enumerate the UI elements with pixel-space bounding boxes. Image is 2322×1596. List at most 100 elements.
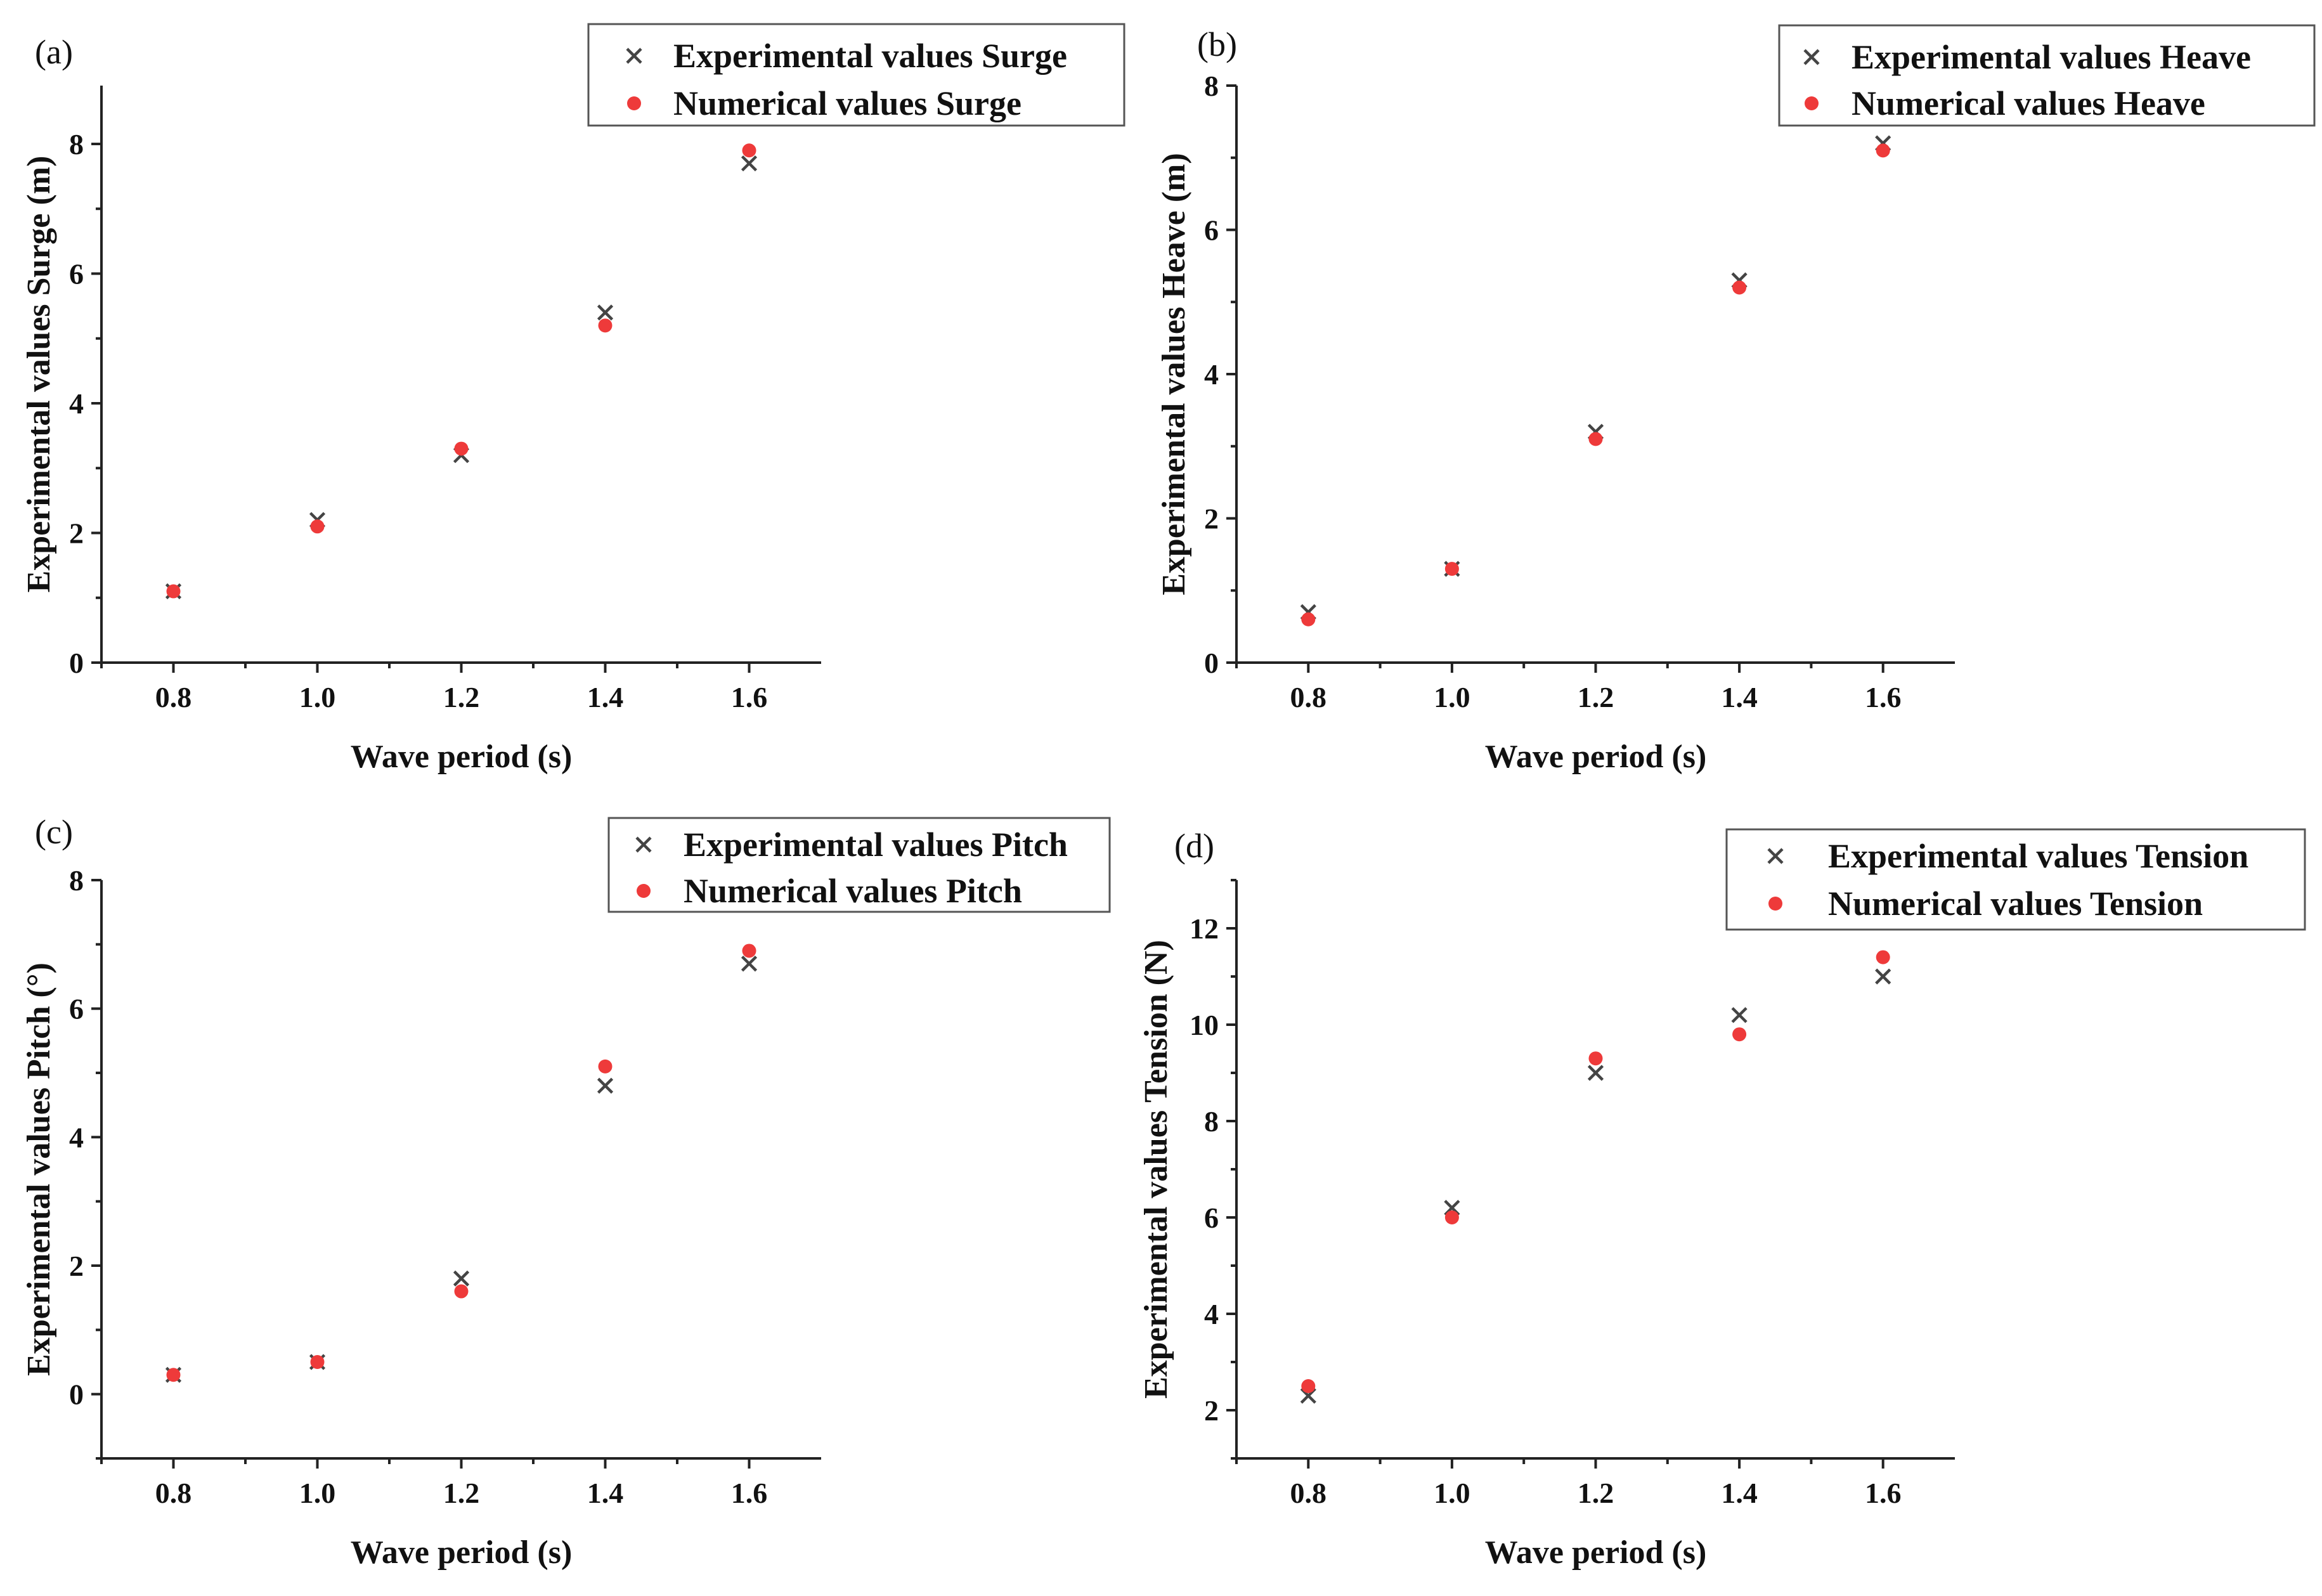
x-tick-label: 1.6	[1865, 681, 1902, 713]
numerical-point	[742, 944, 756, 958]
y-tick-label: 6	[1204, 214, 1219, 247]
experimental-point	[741, 956, 758, 972]
x-tick-label: 1.6	[1865, 1477, 1902, 1509]
y-tick-label: 10	[1190, 1009, 1219, 1041]
legend-numerical-label: Numerical values Heave	[1852, 84, 2205, 122]
y-tick-label: 4	[1204, 358, 1219, 391]
legend-numerical-marker	[637, 884, 651, 898]
experimental-point	[741, 155, 758, 172]
panel-label: (b)	[1197, 25, 1237, 63]
numerical-point	[598, 318, 613, 333]
x-axis-title: Wave period (s)	[1485, 1534, 1707, 1571]
y-tick-label: 4	[69, 1121, 84, 1153]
numerical-point	[1301, 1379, 1316, 1393]
legend-experimental-marker	[626, 48, 642, 64]
chart-panel-d: (d) 0.8 1.0 1.2 1.4 1.6 2 4 6 8 10 12 Wave period (s…	[1138, 827, 2306, 1571]
numerical-point	[310, 519, 325, 534]
experimental-point	[597, 1077, 614, 1094]
legend-experimental-marker	[1767, 848, 1784, 864]
experimental-point-stroke-b	[597, 1077, 614, 1094]
experimental-point-stroke-b	[1875, 968, 1891, 985]
legend-numerical-marker	[1805, 96, 1819, 110]
chart-panel-c: (c) 0.8 1.0 1.2 1.4 1.6 0 2 4 6 8 Wave period (s) Ex…	[21, 813, 1111, 1571]
y-tick-label: 4	[69, 387, 84, 420]
legend-experimental-label: Experimental values Surge	[673, 37, 1067, 75]
x-tick-label: 0.8	[1290, 1477, 1327, 1509]
x-axis-title: Wave period (s)	[1485, 739, 1707, 775]
experimental-point-stroke-b	[453, 1270, 470, 1287]
y-tick-label: 12	[1190, 912, 1219, 945]
y-axis-title: Experimental values Surge (m)	[21, 156, 57, 593]
numerical-point	[454, 1284, 469, 1299]
legend-numerical-marker	[627, 96, 641, 110]
legend-box	[1725, 828, 2306, 931]
legend-numerical-label: Numerical values Surge	[673, 84, 1022, 122]
panel-label: (c)	[35, 813, 73, 851]
numerical-point	[598, 1059, 613, 1074]
numerical-point	[1444, 562, 1459, 576]
experimental-point-stroke-b	[597, 304, 614, 321]
x-axis-title: Wave period (s)	[351, 739, 573, 775]
y-tick-label: 8	[1204, 1105, 1219, 1138]
y-tick-label: 2	[69, 517, 84, 550]
chart-panel-a: (a) 0.8 1.0 1.2 1.4 1.6 0 2 4 6 8 Wave period (s) Ex…	[21, 23, 1125, 775]
legend-box	[587, 23, 1125, 127]
numerical-point	[1732, 280, 1747, 295]
legend-experimental-marker-stroke-b	[1803, 49, 1820, 65]
y-axis-title: Experimental values Tension (N)	[1138, 940, 1174, 1399]
experimental-point-stroke-b	[1731, 1007, 1748, 1023]
experimental-point	[1587, 1065, 1604, 1081]
y-tick-label: 6	[69, 993, 84, 1025]
y-tick-label: 0	[69, 1379, 84, 1411]
numerical-point	[742, 143, 756, 158]
panel-label: (d)	[1174, 827, 1214, 865]
legend-experimental-label: Experimental values Heave	[1852, 38, 2251, 76]
numerical-point	[166, 1368, 181, 1382]
x-tick-label: 1.6	[731, 1477, 768, 1509]
x-tick-label: 1.4	[587, 681, 624, 713]
legend-experimental-marker	[1803, 49, 1820, 65]
numerical-point	[166, 584, 181, 599]
numerical-point	[454, 441, 469, 456]
numerical-point	[1444, 1210, 1459, 1224]
panel-label: (a)	[35, 33, 73, 71]
experimental-point-stroke-b	[741, 155, 758, 172]
legend: Experimental values Heave Numerical value…	[1778, 24, 2316, 127]
experimental-point	[1875, 968, 1891, 985]
numerical-point	[1301, 612, 1316, 626]
y-tick-label: 6	[69, 258, 84, 290]
x-tick-label: 1.4	[1721, 681, 1758, 713]
experimental-point	[1731, 1007, 1748, 1023]
x-tick-label: 1.0	[299, 1477, 336, 1509]
legend-experimental-marker	[635, 836, 652, 853]
numerical-point	[1876, 950, 1890, 964]
numerical-point	[1588, 432, 1603, 446]
x-tick-label: 0.8	[155, 681, 192, 713]
y-tick-label: 2	[1204, 1394, 1219, 1427]
x-tick-label: 1.2	[1578, 681, 1614, 713]
legend-experimental-marker-stroke-b	[626, 48, 642, 64]
x-tick-label: 0.8	[1290, 681, 1327, 713]
y-tick-label: 8	[1204, 70, 1219, 102]
legend-experimental-marker-stroke-b	[1767, 848, 1784, 864]
chart-panel-b: (b) 0.8 1.0 1.2 1.4 1.6 0 2 4 6 8 Wave period (s) Ex…	[1156, 24, 2316, 775]
numerical-point	[1588, 1051, 1603, 1066]
x-tick-label: 0.8	[155, 1477, 192, 1509]
legend: Experimental values Surge Numerical value…	[587, 23, 1125, 127]
y-axis-title: Experimental values Pitch (°)	[21, 963, 57, 1376]
y-tick-label: 8	[69, 128, 84, 160]
x-tick-label: 1.2	[443, 681, 480, 713]
y-tick-label: 0	[1204, 647, 1219, 679]
y-tick-label: 8	[69, 864, 84, 897]
y-tick-label: 6	[1204, 1202, 1219, 1234]
y-axis-title: Experimental values Heave (m)	[1156, 153, 1192, 595]
x-tick-label: 1.2	[1578, 1477, 1614, 1509]
x-tick-label: 1.0	[1434, 681, 1470, 713]
y-tick-label: 4	[1204, 1298, 1219, 1330]
legend-box	[607, 817, 1111, 913]
x-tick-label: 1.4	[1721, 1477, 1758, 1509]
x-axis-title: Wave period (s)	[351, 1534, 573, 1571]
x-tick-label: 1.6	[731, 681, 768, 713]
legend-box	[1778, 24, 2316, 127]
